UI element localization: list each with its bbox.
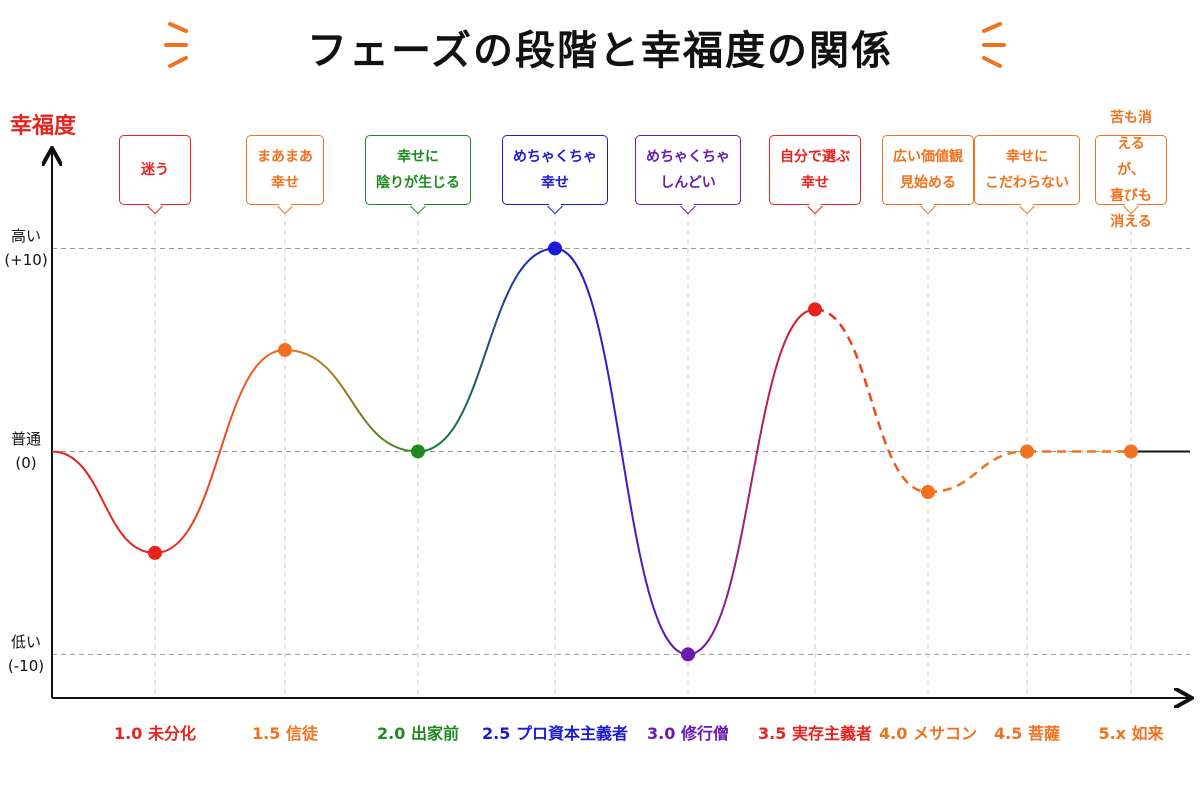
point <box>1020 444 1034 459</box>
annotation: 苦も消えるが、 喜びも消える <box>1095 110 1167 230</box>
point <box>411 444 425 459</box>
y-tick-label: 高い (+10) <box>4 227 48 270</box>
point <box>681 647 695 662</box>
point <box>921 485 935 500</box>
annotation: 広い価値観 見始める <box>882 135 974 205</box>
annotation: めちゃくちゃ 幸せ <box>502 135 608 205</box>
y-tick-label: 低い (-10) <box>7 633 45 676</box>
curve-segment <box>554 247 689 656</box>
x-tick-label: 4.0 メサコン <box>879 724 977 743</box>
y-tick-label: 普通 (0) <box>10 430 41 473</box>
x-tick-label: 5.x 如来 <box>1098 724 1164 743</box>
annotation: 迷う <box>119 135 191 205</box>
curve-segment <box>154 348 286 554</box>
point <box>548 241 562 256</box>
title-decoration <box>164 22 1006 68</box>
x-tick-label: 3.5 実存主義者 <box>758 724 872 743</box>
curve-lead <box>51 450 156 554</box>
annotation: 幸せに こだわらない <box>974 135 1080 205</box>
x-tick-label: 3.0 修行僧 <box>647 724 729 743</box>
curve-segment <box>284 348 419 453</box>
x-tick-label: 1.0 未分化 <box>114 724 196 743</box>
x-tick-label: 4.5 菩薩 <box>994 724 1060 743</box>
point <box>808 302 822 317</box>
annotation: 幸せに 陰りが生じる <box>365 135 471 205</box>
point <box>278 342 292 357</box>
y-axis-label: 幸福度 <box>10 114 77 139</box>
chart-title: フェーズの段階と幸福度の関係 <box>307 28 893 74</box>
x-tick-label: 1.5 信徒 <box>252 724 318 743</box>
curve-segment <box>927 450 1028 494</box>
curve-segment <box>687 308 816 656</box>
annotation: めちゃくちゃ しんどい <box>635 135 741 205</box>
curve-segment <box>814 308 929 494</box>
curve-segment <box>417 247 556 453</box>
annotation: まあまあ 幸せ <box>246 135 324 205</box>
x-tick-label: 2.5 プロ資本主義者 <box>482 724 628 743</box>
point <box>148 545 162 560</box>
point <box>1124 444 1138 459</box>
annotation: 自分で選ぶ 幸せ <box>769 135 861 205</box>
x-tick-label: 2.0 出家前 <box>377 724 459 743</box>
